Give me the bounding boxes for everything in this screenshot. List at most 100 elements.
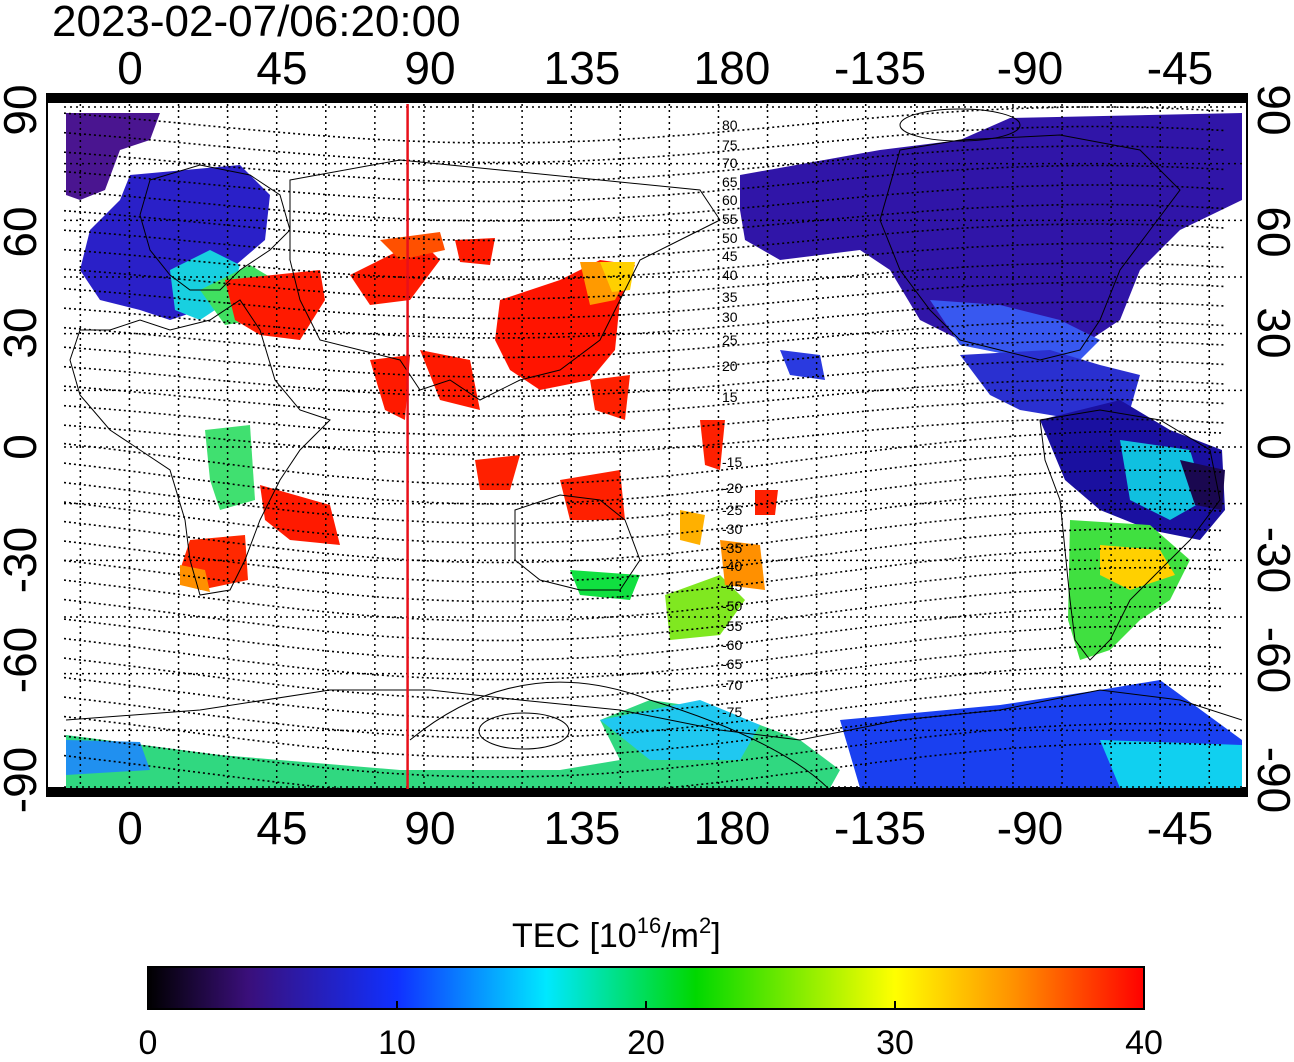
lon-tick-label: 45 <box>256 42 307 94</box>
contour-label: 60 <box>722 192 738 208</box>
tec-patch-central-america <box>960 350 1140 420</box>
magnetic-pole-ring-north <box>899 108 1021 142</box>
contour-label: 50 <box>722 230 738 246</box>
dip-contour <box>64 359 1225 398</box>
dip-contour <box>64 664 1225 720</box>
contour-label: -30 <box>722 521 742 537</box>
tec-patch-india <box>370 355 410 420</box>
tec-patch-brazil <box>1120 440 1205 520</box>
lat-tick-label: -90 <box>1248 747 1294 813</box>
dip-contour <box>64 340 1225 378</box>
tec-patch-new-zealand <box>665 575 745 640</box>
coastline-africa <box>69 299 331 596</box>
dip-contour <box>64 125 1225 164</box>
contour-label: 45 <box>722 248 738 264</box>
dip-contour <box>64 605 1225 661</box>
lon-tick-label: 180 <box>694 42 771 94</box>
contour-label: 80 <box>722 117 738 133</box>
dip-contour <box>64 301 1225 339</box>
dip-contour <box>64 742 1225 789</box>
coastline-europe <box>139 164 291 291</box>
dip-contour <box>64 223 1225 261</box>
lon-tick-label: 90 <box>404 42 455 94</box>
tec-patch-madagascar-region <box>260 485 340 545</box>
tec-patch-samoa <box>755 490 778 515</box>
contour-label: -35 <box>722 540 742 556</box>
magnetic-contour-lines <box>64 106 1225 789</box>
dip-contour <box>64 508 1225 564</box>
tec-patch-europe <box>80 165 270 320</box>
dip-contour <box>64 625 1225 681</box>
lat-tick-label: 30 <box>0 307 46 358</box>
dip-contour <box>64 430 1225 486</box>
contour-labels: 80 75 70 65 60 55 50 45 40 35 30 25 20 15 -15 -20 -25 -30… <box>722 117 742 720</box>
tec-patch-central-asia <box>350 240 440 305</box>
contour-label: 20 <box>722 358 738 374</box>
contour-label: -75 <box>722 704 742 720</box>
dip-contour <box>64 398 1225 437</box>
dip-contour <box>64 262 1225 300</box>
tec-patch-mongolia <box>455 238 495 265</box>
lon-tick-label: -45 <box>1147 802 1213 854</box>
contour-label: -70 <box>722 677 742 693</box>
lat-tick-label: -90 <box>0 747 46 813</box>
top-longitude-ticks: 0 45 90 135 180 -135 -90 -45 <box>117 42 1213 94</box>
map-bottom-border-bar <box>47 787 1247 796</box>
lon-tick-label: 90 <box>404 802 455 854</box>
lon-tick-label: -135 <box>834 42 926 94</box>
lon-tick-label: 0 <box>117 802 143 854</box>
dip-contour <box>64 586 1225 642</box>
dip-contour <box>64 281 1225 320</box>
dip-contour <box>64 469 1225 525</box>
lon-tick-label: 135 <box>544 42 621 94</box>
timestamp-title: 2023-02-07/06:20:00 <box>52 0 461 46</box>
tec-patch-antarctica-ross <box>600 700 760 760</box>
lon-tick-label: 45 <box>256 802 307 854</box>
colorbar-ticks: 0 10 20 30 40 <box>139 1001 1163 1062</box>
contour-label: 55 <box>722 211 738 227</box>
contour-label: -20 <box>722 480 742 496</box>
contour-label: 65 <box>722 174 738 190</box>
coastline-antarctica <box>65 689 1242 741</box>
lat-tick-label: -30 <box>0 527 46 593</box>
tec-patch-fiji <box>680 510 705 545</box>
contour-label: 70 <box>722 155 738 171</box>
lat-tick-label: -60 <box>1248 627 1294 693</box>
tec-patch-argentina <box>1100 545 1175 590</box>
lon-tick-label: 180 <box>694 802 771 854</box>
contour-label: -45 <box>722 578 742 594</box>
contour-label: 15 <box>722 389 738 405</box>
colorbar-label: TEC [1016/m2] <box>512 913 721 955</box>
lon-tick-label: 0 <box>117 42 143 94</box>
coastline-south-america <box>1039 409 1221 661</box>
lat-tick-label: -60 <box>0 627 46 693</box>
dip-contour <box>64 184 1225 222</box>
lat-tick-label: -30 <box>1248 527 1294 593</box>
magnetic-pole-ring-outer <box>409 681 830 789</box>
dip-contour <box>64 488 1225 544</box>
lat-tick-label: 0 <box>0 434 46 460</box>
dip-contour <box>64 320 1225 359</box>
lat-tick-label: 0 <box>1248 434 1294 460</box>
dip-contour <box>64 566 1225 622</box>
lat-tick-label: 30 <box>1248 307 1294 358</box>
dip-contour <box>64 644 1225 700</box>
lat-tick-label: 60 <box>1248 206 1294 257</box>
colorbar-tick-label: 40 <box>1125 1024 1163 1057</box>
tec-patch-antarctica-weddell <box>1100 740 1242 788</box>
contour-label: 35 <box>722 289 738 305</box>
lat-tick-label: 60 <box>0 206 46 257</box>
tec-patch-mediterranean <box>225 270 325 340</box>
colorbar-tick-label: 0 <box>139 1024 158 1057</box>
map-top-border-bar <box>47 94 1247 103</box>
lat-tick-label: 90 <box>0 84 46 135</box>
contour-label: 25 <box>722 332 738 348</box>
lon-tick-label: -45 <box>1147 42 1213 94</box>
dip-contour <box>64 106 1225 144</box>
dip-contour <box>64 547 1225 603</box>
tec-patch-pacific-islands <box>700 420 725 470</box>
contour-label: -55 <box>722 618 742 634</box>
contour-label: -50 <box>722 598 742 614</box>
contour-label: 30 <box>722 309 738 325</box>
